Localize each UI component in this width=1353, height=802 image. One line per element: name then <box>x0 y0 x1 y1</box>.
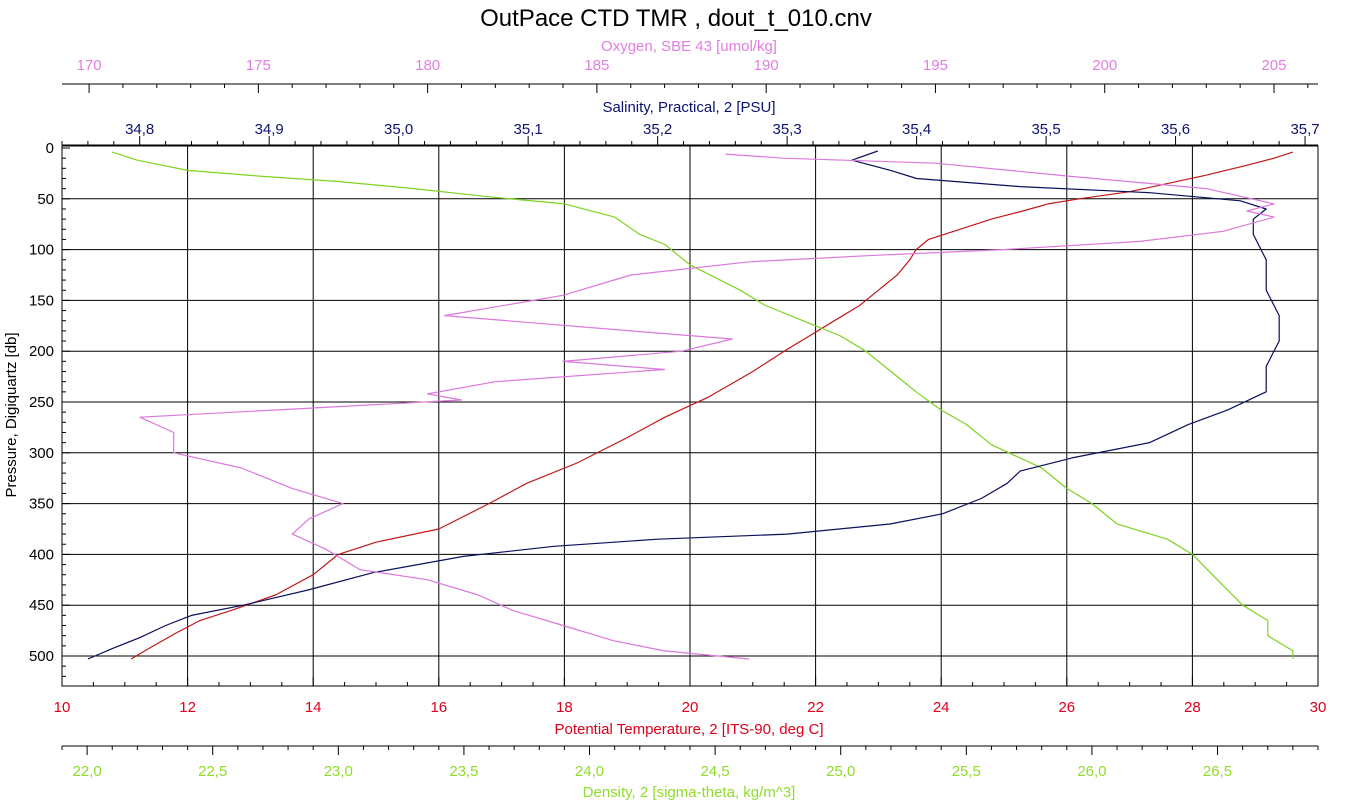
density-axis-label: Density, 2 [sigma-theta, kg/m^3] <box>583 784 796 801</box>
density-tick-label: 26,5 <box>1203 763 1232 780</box>
temperature-tick-label: 28 <box>1184 699 1201 716</box>
temperature-tick-label: 16 <box>430 699 447 716</box>
salinity-tick-label: 35,3 <box>773 121 802 138</box>
pressure-axis-label: Pressure, Digiquartz [db] <box>3 332 20 497</box>
temperature-tick-label: 22 <box>807 699 824 716</box>
temperature-tick-label: 24 <box>933 699 950 716</box>
density-tick-label: 24,0 <box>575 763 604 780</box>
temperature-tick-label: 30 <box>1310 699 1327 716</box>
pressure-tick-label: 50 <box>37 191 54 208</box>
salinity-tick-label: 35,0 <box>384 121 413 138</box>
oxygen-tick-label: 180 <box>415 57 440 74</box>
salinity-tick-label: 35,7 <box>1290 121 1319 138</box>
density-tick-label: 24,5 <box>701 763 730 780</box>
temperature-tick-label: 14 <box>305 699 322 716</box>
density-tick-label: 25,5 <box>952 763 981 780</box>
density-tick-label: 23,5 <box>449 763 478 780</box>
salinity-tick-label: 35,5 <box>1031 121 1060 138</box>
density-tick-label: 25,0 <box>826 763 855 780</box>
density-profile-line <box>112 151 1294 659</box>
plot-frame <box>61 145 1319 687</box>
pressure-tick-label: 250 <box>29 394 54 411</box>
density-tick-label: 22,0 <box>73 763 102 780</box>
temperature-tick-label: 10 <box>54 699 71 716</box>
temperature-tick-label: 20 <box>682 699 699 716</box>
oxygen-tick-label: 185 <box>584 57 609 74</box>
density-tick-label: 22,5 <box>198 763 227 780</box>
salinity-profile-line <box>87 150 1280 660</box>
oxygen-tick-label: 200 <box>1092 57 1117 74</box>
series <box>87 150 1294 660</box>
salinity-tick-label: 34,8 <box>125 121 154 138</box>
salinity-tick-label: 35,1 <box>514 121 543 138</box>
temperature-tick-label: 18 <box>556 699 573 716</box>
salinity-tick-label: 35,2 <box>643 121 672 138</box>
axes: 0 50 100 150 200 250 300 350 400 450 500 10 12 14 16 18… <box>29 57 1326 780</box>
temperature-tick-label: 26 <box>1058 699 1075 716</box>
pressure-tick-label: 500 <box>29 648 54 665</box>
grid <box>62 146 1318 686</box>
temperature-axis-label: Potential Temperature, 2 [ITS-90, deg C] <box>554 721 823 738</box>
oxygen-tick-label: 205 <box>1261 57 1286 74</box>
salinity-axis-label: Salinity, Practical, 2 [PSU] <box>602 99 775 116</box>
oxygen-tick-label: 170 <box>77 57 102 74</box>
pressure-tick-label: 300 <box>29 445 54 462</box>
pressure-tick-label: 200 <box>29 343 54 360</box>
temperature-tick-label: 12 <box>179 699 196 716</box>
temperature-profile-line <box>130 151 1294 660</box>
pressure-tick-label: 150 <box>29 292 54 309</box>
salinity-tick-label: 35,4 <box>902 121 931 138</box>
salinity-tick-label: 35,6 <box>1161 121 1190 138</box>
density-tick-label: 23,0 <box>324 763 353 780</box>
salinity-tick-label: 34,9 <box>255 121 284 138</box>
pressure-tick-label: 400 <box>29 546 54 563</box>
pressure-tick-label: 450 <box>29 597 54 614</box>
oxygen-tick-label: 195 <box>923 57 948 74</box>
pressure-tick-label: 100 <box>29 242 54 259</box>
pressure-tick-label: 350 <box>29 496 54 513</box>
oxygen-tick-label: 175 <box>246 57 271 74</box>
oxygen-axis-label: Oxygen, SBE 43 [umol/kg] <box>601 38 777 55</box>
oxygen-profile-line <box>139 153 1275 660</box>
oxygen-tick-label: 190 <box>754 57 779 74</box>
pressure-tick-label: 0 <box>46 140 54 157</box>
density-tick-label: 26,0 <box>1077 763 1106 780</box>
chart-title: OutPace CTD TMR , dout_t_010.cnv <box>480 5 872 32</box>
